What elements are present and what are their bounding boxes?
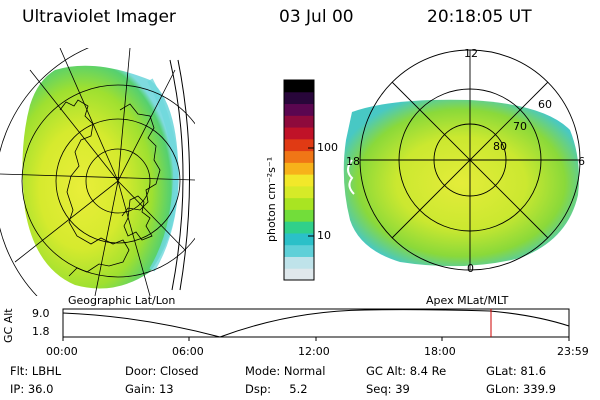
colorbar-swatch [284,232,314,246]
mlat-label-70: 70 [513,120,527,133]
mlt-label-0: 0 [467,262,474,275]
orbit-axis-label: GC Alt [2,308,15,343]
time-label: 20:18:05 UT [427,7,532,27]
colorbar-swatch [284,197,314,210]
colorbar-tick-10: 10 [317,229,331,242]
date-label: 03 Jul 00 [279,7,354,27]
colorbar-swatch [284,150,314,163]
colorbar-swatch [284,256,314,269]
orbit-ytick-1-8: 1.8 [32,325,50,338]
colorbar-border [283,79,315,281]
colorbar-swatch [284,185,314,199]
colorbar-swatch [284,162,314,175]
orbit-xtick-1200: 12:00 [298,345,330,358]
mlt-label-18: 18 [346,155,360,168]
instrument-title: Ultraviolet Imager [22,7,176,27]
colorbar-swatch [284,138,314,152]
orbit-ytick-9: 9.0 [32,307,50,320]
mlt-label-6: 6 [578,155,585,168]
colorbar-tick-100: 100 [317,141,338,154]
colorbar-swatch [284,209,314,222]
info-dsp: Dsp: 5.2 [245,382,308,396]
colorbar-swatch [284,221,314,234]
info-glat: GLat: 81.6 [486,364,547,378]
mlt-label-12: 12 [464,47,478,60]
info-ip: IP: 36.0 [10,382,54,396]
info-glon: GLon: 339.9 [486,382,556,396]
info-seq: Seq: 39 [366,382,410,396]
orbit-xtick-2359: 23:59 [557,345,589,358]
colorbar-swatch [284,80,314,93]
orbit-xtick-0600: 06:00 [172,345,204,358]
info-filter: Flt: LBHL [10,364,62,378]
colorbar-swatch [284,244,314,257]
colorbar-swatch [284,268,314,281]
apex-label: Apex MLat/MLT [426,294,509,307]
colorbar-swatch [284,174,314,187]
polar-map-image [343,99,579,267]
info-mode: Mode: Normal [245,364,326,378]
info-door: Door: Closed [125,364,199,378]
mlat-label-80: 80 [493,140,507,153]
colorbar-swatch [284,91,314,105]
colorbar-swatch [284,115,314,128]
geographic-map-image [0,48,195,296]
colorbar [283,79,315,281]
orbit-xtick-0000: 00:00 [46,345,78,358]
info-gain: Gain: 13 [125,382,174,396]
info-gc-alt: GC Alt: 8.4 Re [366,364,447,378]
colorbar-swatch [284,103,314,116]
colorbar-swatch [284,127,314,140]
geographic-label: Geographic Lat/Lon [68,294,176,307]
mlat-label-60: 60 [538,98,552,111]
orbit-xtick-1800: 18:00 [424,345,456,358]
